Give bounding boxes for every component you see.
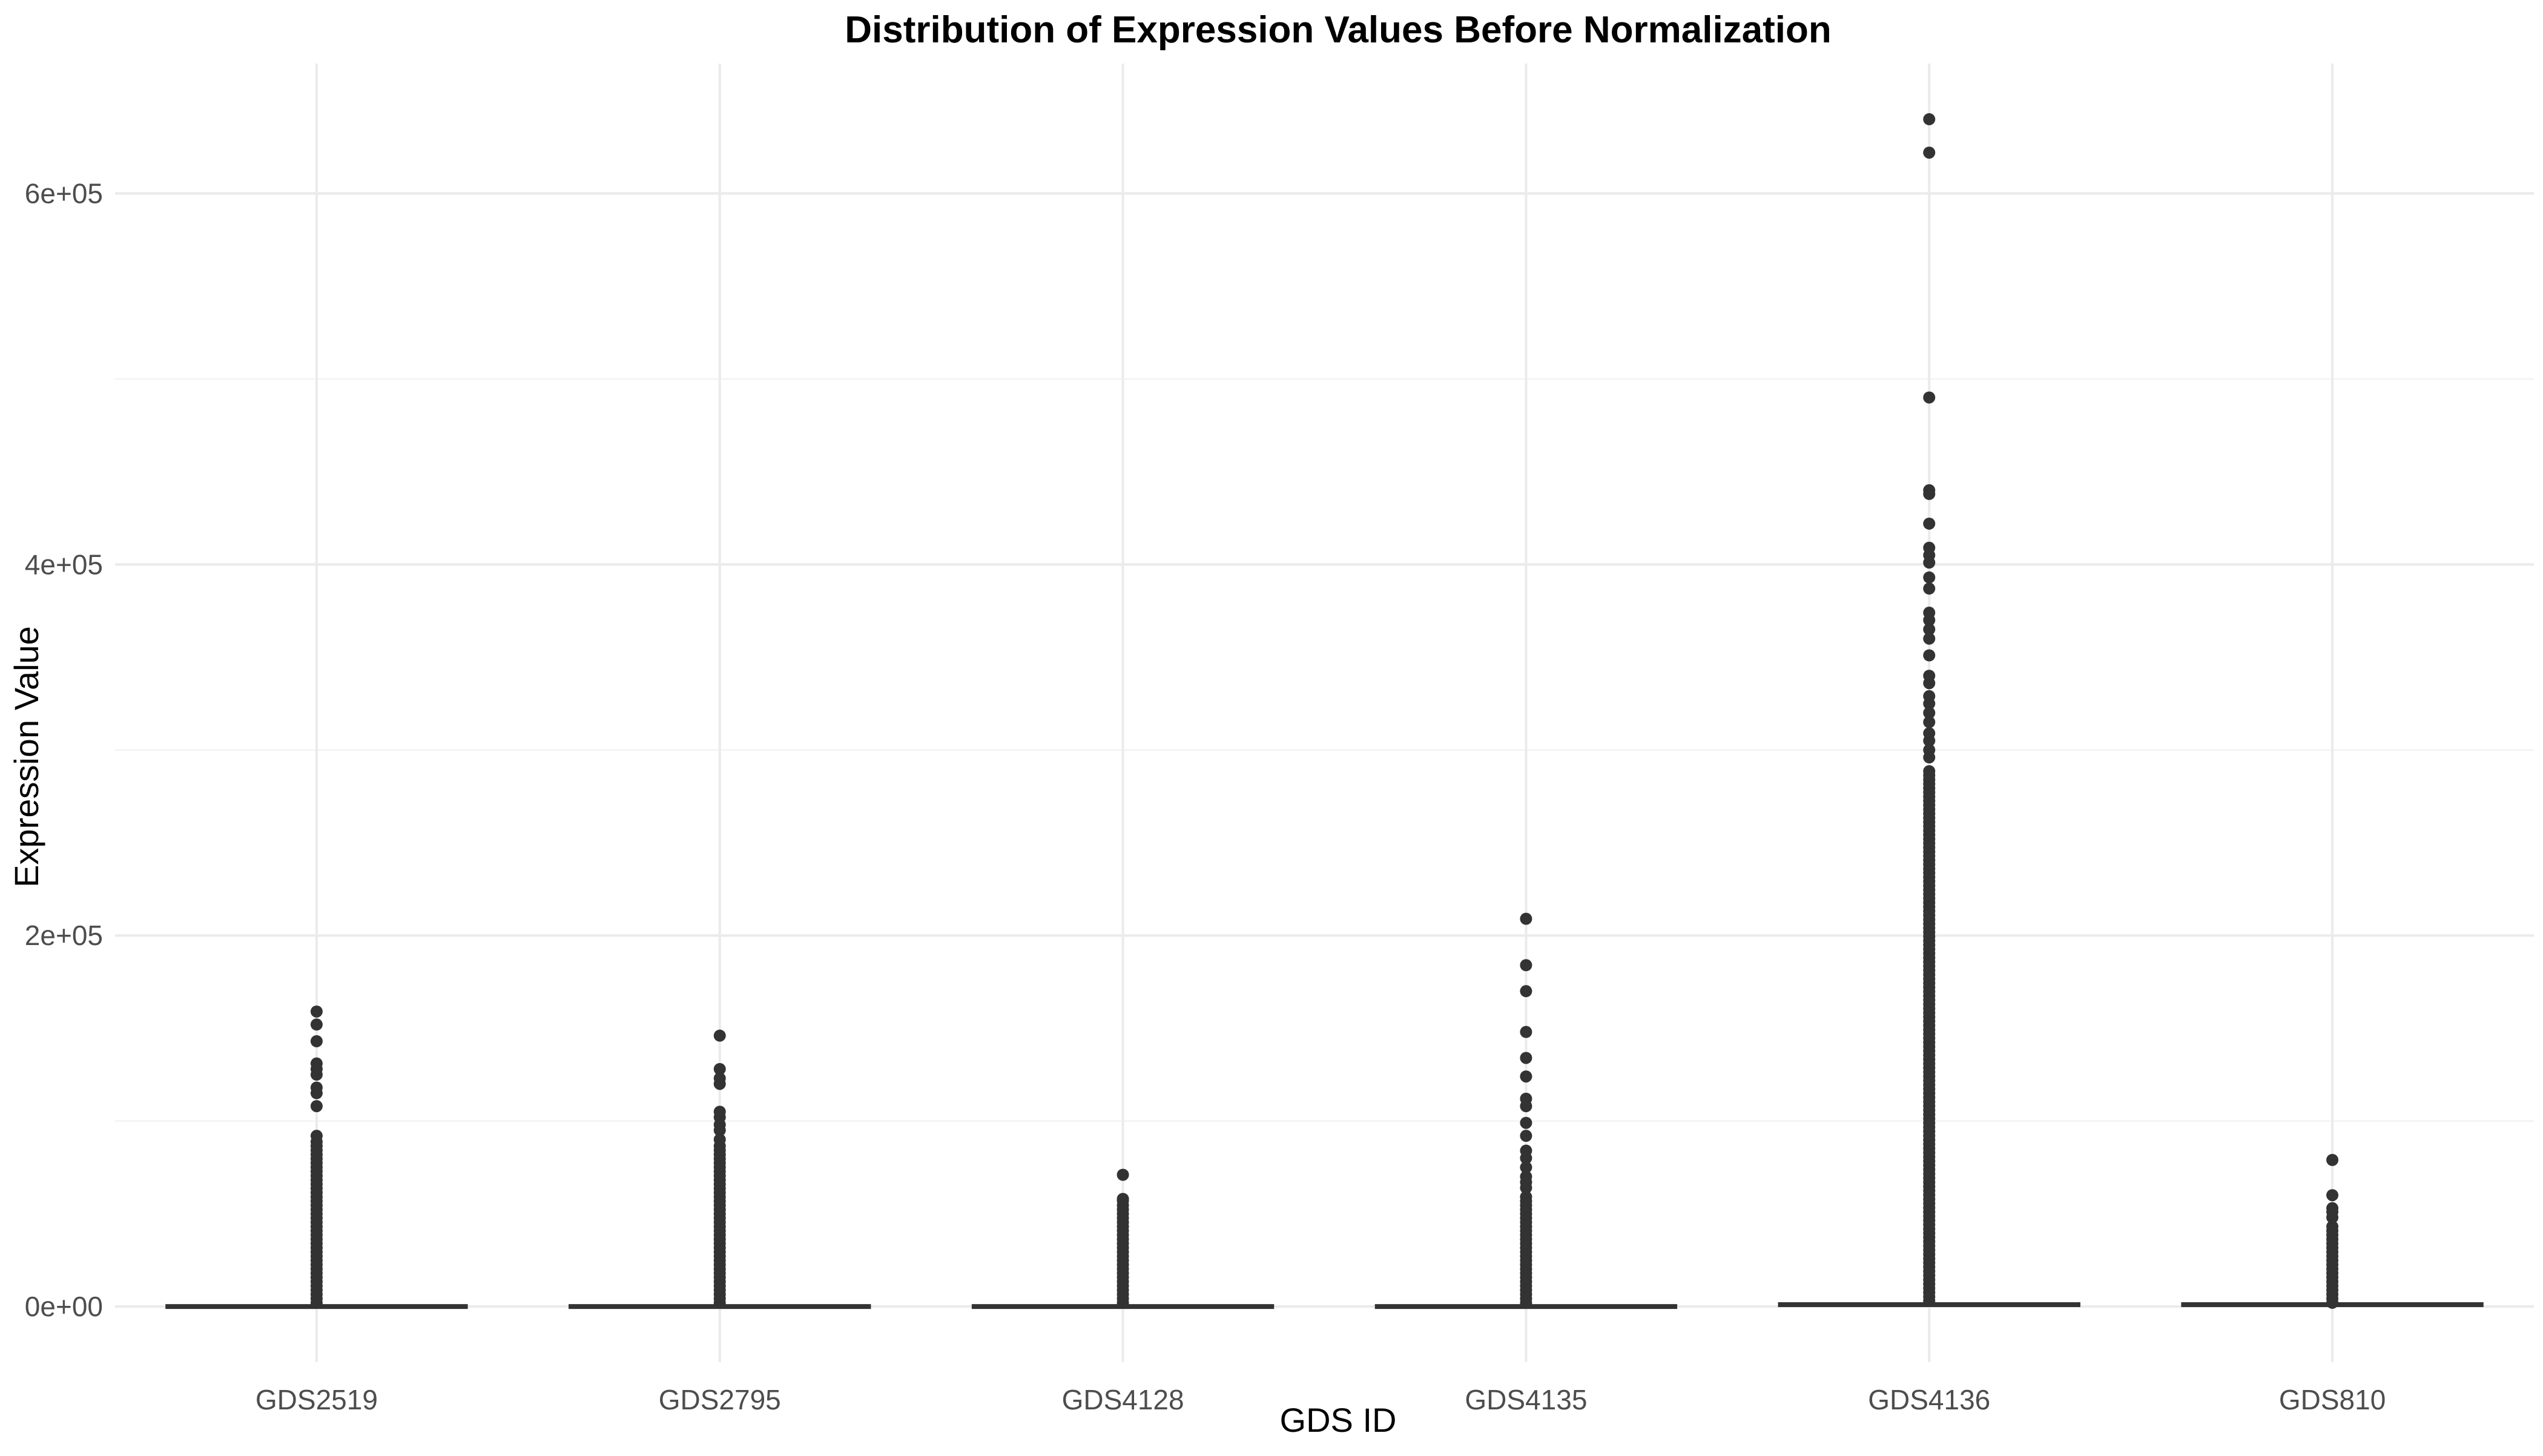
y-tick-label: 6e+05 (25, 178, 103, 209)
outlier-point (1923, 734, 1936, 747)
box-series (165, 113, 2484, 1309)
outlier-point (1923, 623, 1936, 636)
outlier-point (310, 1100, 323, 1113)
axis-ticks: 0e+00 2e+05 4e+05 6e+05 GDS2519 GDS2795 GDS412… (25, 178, 2386, 1416)
outlier-point (1923, 517, 1936, 530)
outlier-point (1520, 1026, 1532, 1038)
y-tick-label: 4e+05 (25, 548, 103, 580)
outlier-point (2326, 1211, 2339, 1224)
x-tick-label: GDS2795 (659, 1384, 781, 1415)
outlier-point (310, 1069, 323, 1081)
outlier-point (1923, 707, 1936, 719)
outlier-point (1520, 912, 1532, 925)
outlier-point (1520, 1116, 1532, 1129)
outlier-point (1923, 391, 1936, 404)
outlier-point (1923, 765, 1936, 777)
x-axis-title: GDS ID (1280, 1401, 1397, 1439)
box-gds2519 (165, 1005, 468, 1309)
chart-title: Distribution of Expression Values Before… (845, 9, 1832, 51)
outlier-point (1923, 632, 1936, 645)
y-axis-title: Expression Value (7, 626, 45, 888)
x-tick-label: GDS4136 (1868, 1384, 1990, 1415)
outlier-point (1520, 1052, 1532, 1064)
outlier-point (310, 1130, 323, 1142)
box-gds2795 (569, 1029, 871, 1309)
outlier-point (1923, 147, 1936, 159)
outlier-point (1923, 113, 1936, 125)
outlier-point (1923, 697, 1936, 710)
outlier-point (1520, 1130, 1532, 1142)
x-tick-label: GDS810 (2279, 1384, 2386, 1415)
outlier-point (2326, 1153, 2339, 1166)
outlier-point (1923, 677, 1936, 690)
outlier-point (1923, 487, 1936, 500)
outlier-point (1520, 1070, 1532, 1083)
outlier-point (310, 1087, 323, 1099)
outlier-point (1520, 985, 1532, 998)
outlier-point (1923, 751, 1936, 764)
outlier-point (1520, 1181, 1532, 1194)
outlier-point (713, 1124, 726, 1136)
outlier-point (1520, 959, 1532, 972)
outlier-point (1520, 1151, 1532, 1164)
outlier-point (1923, 649, 1936, 662)
outlier-point (2326, 1220, 2339, 1233)
y-tick-label: 0e+00 (25, 1291, 103, 1322)
outlier-point (1923, 582, 1936, 595)
outlier-point (1520, 1100, 1532, 1113)
outlier-point (1116, 1194, 1129, 1207)
box-gds4135 (1374, 912, 1678, 1309)
outlier-point (1923, 614, 1936, 627)
box-gds4136 (1778, 113, 2080, 1308)
y-tick-label: 2e+05 (25, 920, 103, 951)
outlier-point (2326, 1189, 2339, 1202)
outlier-point (1520, 1161, 1532, 1174)
outlier-point (1923, 556, 1936, 569)
box-gds810 (2181, 1153, 2484, 1309)
outlier-point (1116, 1168, 1129, 1181)
box-gds4128 (971, 1168, 1275, 1309)
outlier-point (1923, 716, 1936, 728)
outlier-point (310, 1035, 323, 1047)
outlier-point (713, 1062, 726, 1075)
x-tick-label: GDS2519 (256, 1384, 378, 1415)
outlier-point (1520, 1190, 1532, 1203)
outlier-point (1923, 571, 1936, 584)
x-tick-label: GDS4135 (1465, 1384, 1587, 1415)
outlier-point (713, 1078, 726, 1090)
x-tick-label: GDS4128 (1062, 1384, 1184, 1415)
outlier-point (310, 1018, 323, 1031)
outlier-point (713, 1133, 726, 1146)
outlier-point (310, 1005, 323, 1018)
grid (115, 64, 2534, 1362)
outlier-point (713, 1029, 726, 1042)
